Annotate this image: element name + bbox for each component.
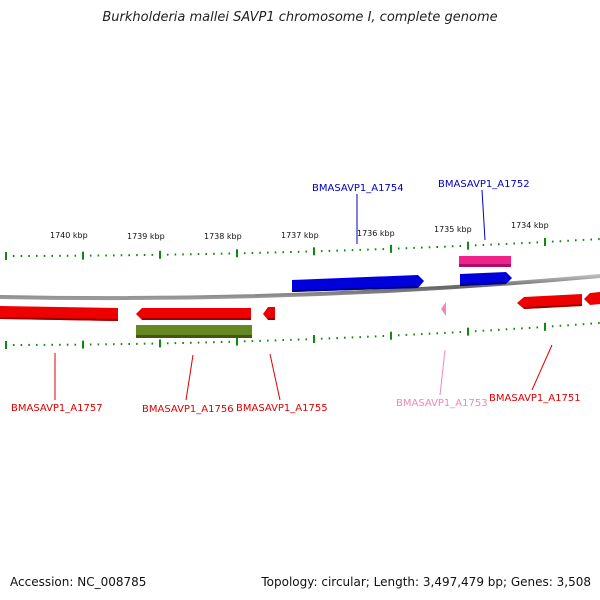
scale-label: 1740 kbp: [50, 231, 88, 240]
map-title: Burkholderia mallei SAVP1 chromosome I, …: [102, 10, 498, 25]
leader-lines: [54, 189, 553, 401]
gene-label-a1751[interactable]: BMASAVP1_A1751: [489, 393, 581, 404]
scale-labels: 1740 kbp 1739 kbp 1738 kbp 1737 kbp 1736…: [50, 221, 549, 241]
gene-feature-edge[interactable]: [584, 292, 600, 305]
gene-label-a1756[interactable]: BMASAVP1_A1756: [142, 404, 234, 415]
gene-label-a1754[interactable]: BMASAVP1_A1754: [312, 183, 404, 194]
scale-label: 1738 kbp: [204, 232, 242, 241]
scale-label: 1736 kbp: [357, 229, 395, 238]
gene-feature-a1755[interactable]: [263, 307, 275, 320]
gene-label-a1752[interactable]: BMASAVP1_A1752: [438, 179, 530, 190]
gene-labels: BMASAVP1_A1754 BMASAVP1_A1752 BMASAVP1_A…: [11, 179, 581, 415]
gene-feature-a1756[interactable]: [136, 308, 251, 320]
scale-label: 1735 kbp: [434, 225, 472, 234]
lower-tick-row: [5, 322, 600, 349]
gene-feature-a1754[interactable]: [292, 275, 424, 292]
gene-label-a1757[interactable]: BMASAVP1_A1757: [11, 403, 103, 414]
gene-feature-a1752-pink[interactable]: [459, 256, 511, 267]
upper-tick-row: [5, 238, 600, 260]
scale-label: 1737 kbp: [281, 231, 319, 240]
chromosome-backbone: [0, 274, 600, 301]
scale-label: 1739 kbp: [127, 232, 165, 241]
gene-label-a1755[interactable]: BMASAVP1_A1755: [236, 403, 328, 414]
gene-feature-a1752-blue[interactable]: [460, 272, 512, 286]
scale-label: 1734 kbp: [511, 221, 549, 230]
gene-feature-a1751[interactable]: [517, 294, 582, 309]
accession-text: Accession: NC_008785: [10, 575, 147, 589]
gene-feature-a1753[interactable]: [441, 302, 446, 316]
gene-feature-a1756-olive[interactable]: [136, 325, 252, 338]
gene-label-a1753[interactable]: BMASAVP1_A1753: [396, 398, 488, 409]
topology-summary: Topology: circular; Length: 3,497,479 bp…: [261, 575, 591, 589]
gene-feature-a1757[interactable]: [0, 306, 118, 321]
